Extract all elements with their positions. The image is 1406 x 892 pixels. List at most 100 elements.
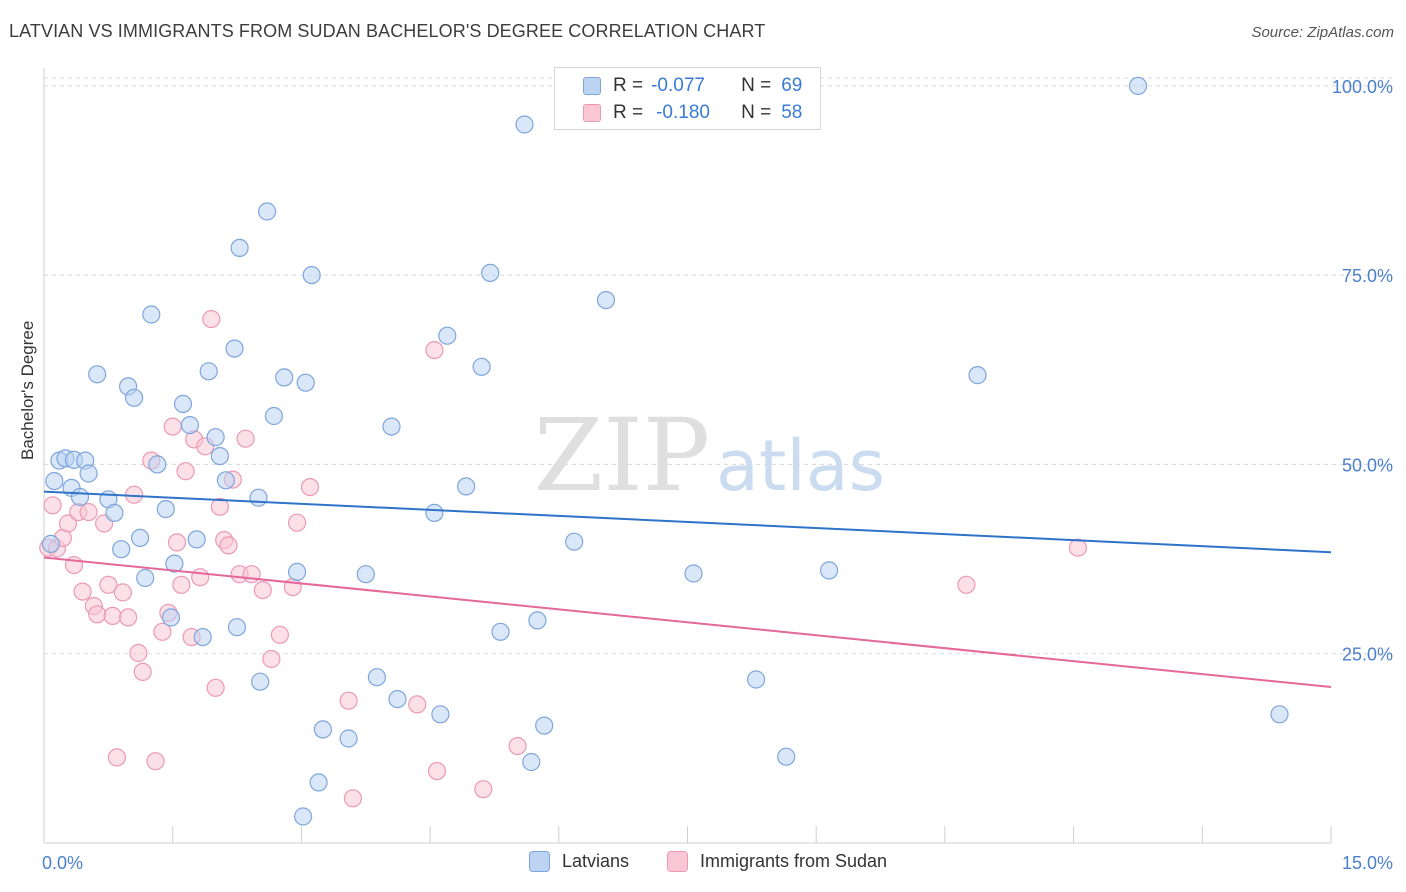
point-latvians xyxy=(565,532,584,551)
legend-label-sudan: Immigrants from Sudan xyxy=(700,851,888,871)
sudan-legend-swatch xyxy=(667,851,688,872)
watermark: ZIP atlas xyxy=(534,397,885,514)
r-label: R = xyxy=(613,102,644,123)
point-latvians xyxy=(425,503,444,523)
n-value: 69 xyxy=(781,75,803,96)
trend-line-latvians xyxy=(43,490,1332,554)
point-latvians xyxy=(1270,705,1289,724)
point-sudan xyxy=(427,761,447,781)
point-latvians xyxy=(528,611,547,630)
point-sudan xyxy=(253,580,272,600)
point-sudan xyxy=(262,649,281,669)
point-latvians xyxy=(339,729,358,748)
point-sudan xyxy=(73,582,92,601)
point-latvians xyxy=(165,554,184,573)
point-latvians xyxy=(522,752,541,772)
point-sudan xyxy=(957,575,976,594)
point-sudan xyxy=(79,502,98,522)
point-latvians xyxy=(148,455,167,474)
y-tick-label: 100.0% xyxy=(1332,77,1393,97)
point-latvians xyxy=(515,115,534,134)
point-latvians xyxy=(535,716,554,735)
point-latvians xyxy=(210,447,229,466)
point-sudan xyxy=(103,606,122,626)
point-sudan xyxy=(508,736,527,756)
point-sudan xyxy=(163,417,182,436)
point-latvians xyxy=(79,464,98,483)
point-sudan xyxy=(43,496,62,515)
point-latvians xyxy=(180,416,199,435)
point-latvians xyxy=(131,528,150,548)
point-latvians xyxy=(142,305,161,324)
point-latvians xyxy=(275,368,294,387)
legend-item-sudan[interactable]: Immigrants from Sudan xyxy=(667,851,887,872)
point-sudan xyxy=(88,605,107,624)
y-tick-label: 75.0% xyxy=(1342,266,1393,286)
point-latvians xyxy=(70,487,90,507)
point-latvians xyxy=(481,263,500,282)
point-latvians xyxy=(684,564,703,583)
point-latvians xyxy=(187,530,206,549)
point-latvians xyxy=(193,627,212,647)
point-latvians xyxy=(596,291,616,310)
point-latvians xyxy=(105,503,124,523)
point-sudan xyxy=(172,575,191,594)
point-sudan xyxy=(270,625,289,644)
series-legend: Latvians Immigrants from Sudan xyxy=(0,851,1406,877)
point-latvians xyxy=(296,373,315,392)
point-sudan xyxy=(202,310,221,329)
point-latvians xyxy=(777,747,796,766)
point-sudan xyxy=(206,678,225,697)
point-sudan xyxy=(242,565,261,584)
point-sudan xyxy=(107,748,127,767)
legend-label-latvians: Latvians xyxy=(562,851,630,871)
point-sudan xyxy=(474,780,493,799)
stats-row-sudan: R = -0.180 N = 58 xyxy=(555,100,802,126)
n-value: 58 xyxy=(781,102,803,123)
point-sudan xyxy=(176,462,195,481)
point-latvians xyxy=(45,472,64,491)
point-latvians xyxy=(125,388,144,407)
point-latvians xyxy=(382,417,401,436)
y-tick-label: 50.0% xyxy=(1342,455,1393,475)
point-latvians xyxy=(457,477,476,496)
n-label: N = xyxy=(741,102,772,123)
watermark-atlas: atlas xyxy=(716,425,885,507)
trend-lines xyxy=(43,490,1332,689)
point-sudan xyxy=(343,789,362,808)
point-sudan xyxy=(113,583,133,602)
point-latvians xyxy=(1128,76,1148,96)
stats-legend: R = -0.077 N = 69 R = -0.180 N = 58 xyxy=(554,67,821,130)
point-latvians xyxy=(288,562,307,582)
point-sudan xyxy=(210,497,229,516)
point-sudan xyxy=(408,695,427,714)
point-sudan xyxy=(58,514,78,533)
y-tick-labels: 25.0% 50.0% 75.0% 100.0% xyxy=(1332,77,1393,665)
point-latvians xyxy=(309,773,328,792)
r-value: -0.180 xyxy=(656,102,710,123)
chart-title: LATVIAN VS IMMIGRANTS FROM SUDAN BACHELO… xyxy=(9,21,766,41)
point-latvians xyxy=(136,568,155,588)
point-sudan xyxy=(191,568,210,587)
point-latvians xyxy=(230,238,249,257)
latvians-swatch xyxy=(583,77,601,95)
point-sudan xyxy=(129,643,148,663)
point-latvians xyxy=(88,365,107,384)
point-latvians xyxy=(367,668,386,687)
r-value: -0.077 xyxy=(651,75,705,96)
point-latvians xyxy=(225,339,244,358)
x-tick-label-min: 0.0% xyxy=(42,853,83,873)
point-latvians xyxy=(216,471,235,490)
point-latvians xyxy=(173,394,193,413)
point-latvians xyxy=(431,705,450,724)
point-sudan xyxy=(119,608,138,627)
legend-item-latvians[interactable]: Latvians xyxy=(529,851,629,872)
r-label: R = xyxy=(613,75,644,96)
point-sudan xyxy=(153,622,172,641)
point-latvians xyxy=(356,565,375,584)
point-latvians xyxy=(472,357,491,376)
point-latvians xyxy=(264,406,283,426)
point-sudan xyxy=(99,575,118,594)
point-sudan xyxy=(146,752,165,771)
axes xyxy=(43,68,1332,844)
